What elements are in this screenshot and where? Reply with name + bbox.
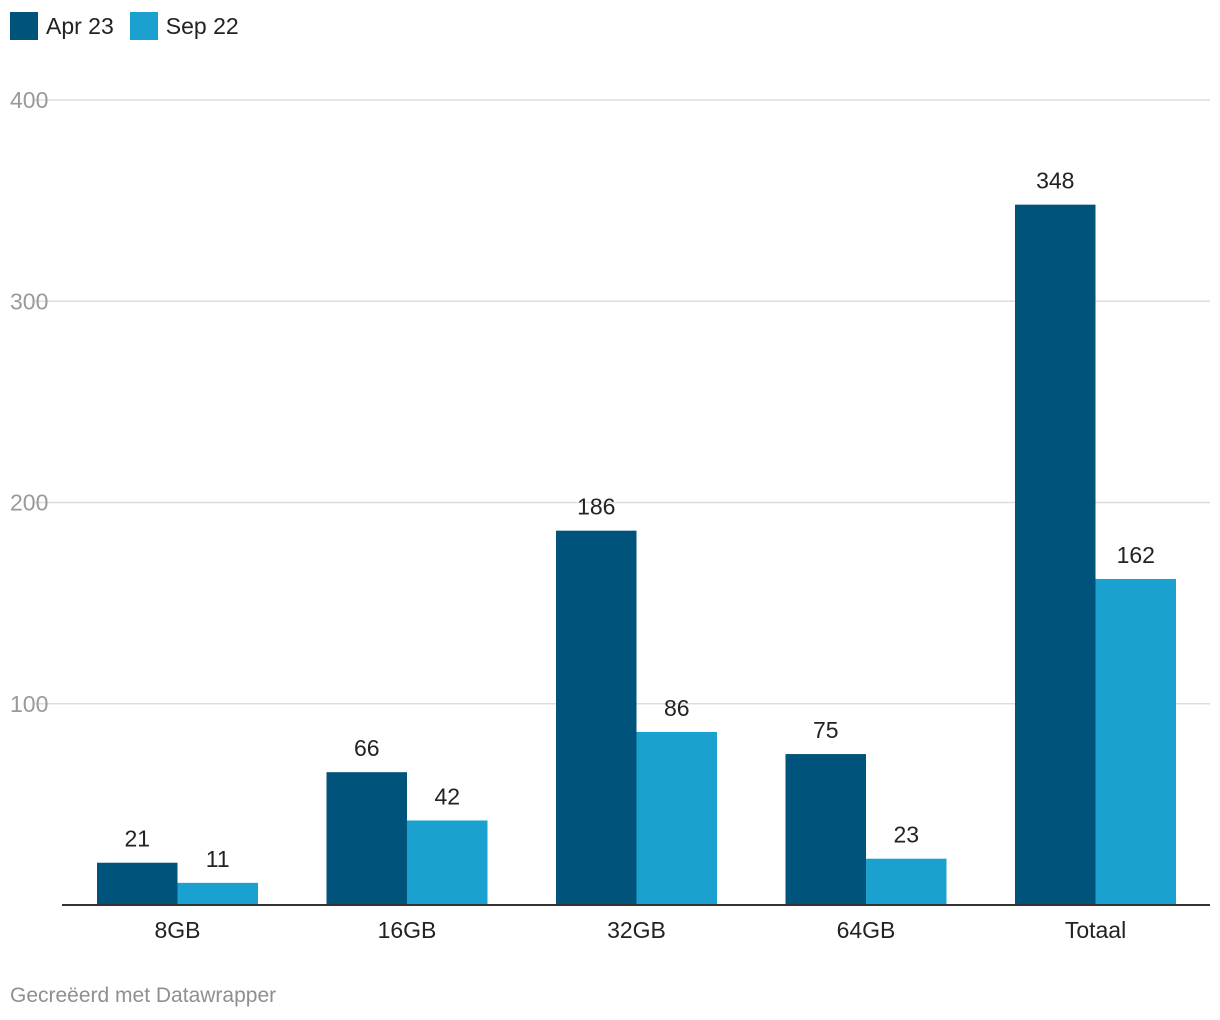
data-label: 66 [354, 735, 380, 761]
legend-label-series-2: Sep 22 [165, 13, 239, 39]
bar [1015, 204, 1096, 905]
data-label: 75 [813, 717, 839, 743]
bar [97, 862, 178, 905]
legend-label-series-1: Apr 23 [46, 13, 114, 39]
data-label: 42 [434, 783, 460, 809]
legend-swatch-series-2 [129, 12, 158, 40]
bar [326, 772, 407, 905]
bar [177, 882, 258, 905]
chart-legend: Apr 23 Sep 22 [10, 11, 255, 41]
data-label: 23 [893, 822, 919, 848]
y-tick-label: 300 [10, 288, 48, 314]
y-tick-label: 200 [10, 490, 48, 516]
data-label: 21 [124, 826, 150, 852]
y-tick-label: 100 [10, 691, 48, 717]
bar [407, 820, 488, 905]
data-label: 186 [577, 494, 615, 520]
x-tick-label: 32GB [607, 917, 666, 943]
x-tick-label: 8GB [154, 917, 200, 943]
bar [1095, 578, 1176, 905]
x-tick-label: 64GB [837, 917, 896, 943]
bar [785, 754, 866, 905]
bar-chart: 100 200 300 400 21 11 8GB 66 42 16GB 186 86 32GB 75 23… [10, 87, 1210, 943]
legend-item-series-2: Sep 22 [129, 12, 239, 40]
data-label: 162 [1117, 542, 1155, 568]
y-tick-label: 400 [10, 87, 48, 113]
legend-swatch-series-1 [10, 12, 38, 40]
bar [866, 858, 947, 905]
data-label: 348 [1036, 168, 1074, 194]
data-label: 86 [664, 695, 690, 721]
credit-line: Gecreëerd met Datawrapper [10, 984, 277, 1007]
data-label: 11 [206, 846, 230, 872]
x-tick-label: Totaal [1065, 917, 1126, 943]
legend-item-series-1: Apr 23 [10, 12, 114, 40]
x-tick-label: 16GB [378, 917, 437, 943]
bar [556, 530, 637, 905]
bar [636, 731, 717, 905]
